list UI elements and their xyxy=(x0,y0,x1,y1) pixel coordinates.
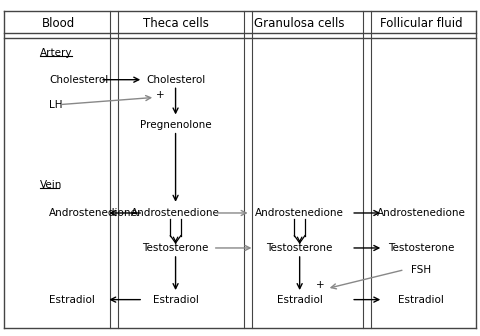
Text: Follicular fluid: Follicular fluid xyxy=(380,16,463,30)
Text: +: + xyxy=(156,90,165,100)
Text: Estradiol: Estradiol xyxy=(276,295,323,305)
Text: Artery: Artery xyxy=(39,48,72,58)
Text: FSH: FSH xyxy=(411,265,432,275)
Text: Blood: Blood xyxy=(42,16,75,30)
Text: Pregnenolone: Pregnenolone xyxy=(140,120,211,130)
Text: LH: LH xyxy=(49,100,62,110)
Text: Theca cells: Theca cells xyxy=(143,16,208,30)
Text: Estradiol: Estradiol xyxy=(49,295,95,305)
Text: Granulosa cells: Granulosa cells xyxy=(254,16,345,30)
Text: Estradiol: Estradiol xyxy=(153,295,199,305)
Text: Cholesterol: Cholesterol xyxy=(146,75,205,85)
Text: Androstenedione: Androstenedione xyxy=(377,208,466,218)
Text: Cholesterol: Cholesterol xyxy=(49,75,108,85)
Text: Estradiol: Estradiol xyxy=(398,295,444,305)
Text: Androstenedione: Androstenedione xyxy=(131,208,220,218)
Text: Testosterone: Testosterone xyxy=(266,243,333,253)
Text: Testosterone: Testosterone xyxy=(388,243,455,253)
Text: Testosterone: Testosterone xyxy=(143,243,209,253)
Text: +: + xyxy=(316,280,324,290)
Text: Vein: Vein xyxy=(39,180,62,190)
Text: Androstenedione: Androstenedione xyxy=(49,208,138,218)
Text: Androstenedione: Androstenedione xyxy=(255,208,344,218)
